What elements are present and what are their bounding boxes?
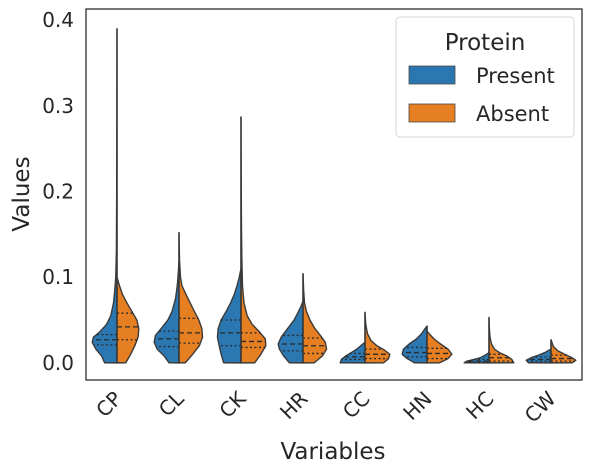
y-tick-label-4: 0.4 bbox=[42, 8, 74, 32]
y-tick-label-1: 0.1 bbox=[42, 265, 74, 289]
legend-label-present: Present bbox=[476, 64, 555, 88]
violin-ck-present bbox=[216, 267, 242, 364]
violin-cw-absent bbox=[550, 339, 577, 364]
y-tick-label-0: 0.0 bbox=[42, 351, 74, 375]
violin-cp-absent bbox=[116, 276, 140, 364]
violin-group bbox=[91, 28, 577, 364]
violin-cl-absent bbox=[178, 231, 204, 364]
legend-title: Protein bbox=[445, 30, 526, 56]
violin-hr-present bbox=[277, 300, 304, 364]
y-axis-ticks: 0.0 0.1 0.2 0.3 0.4 bbox=[42, 8, 74, 375]
legend-label-absent: Absent bbox=[476, 102, 549, 126]
violin-hn-absent bbox=[426, 330, 453, 364]
y-tick-label-3: 0.3 bbox=[42, 94, 74, 118]
violin-hn-present bbox=[401, 325, 428, 364]
y-tick-label-2: 0.2 bbox=[42, 180, 74, 204]
plot-frame bbox=[85, 8, 583, 381]
y-axis-label: Values bbox=[9, 156, 35, 231]
legend: Protein Present Absent bbox=[395, 16, 575, 138]
legend-swatch-absent bbox=[408, 103, 456, 123]
violin-cc-present bbox=[339, 341, 366, 364]
legend-swatch-present bbox=[408, 65, 456, 85]
violin-cl-present bbox=[153, 261, 180, 364]
x-axis-label: Variables bbox=[280, 439, 385, 465]
